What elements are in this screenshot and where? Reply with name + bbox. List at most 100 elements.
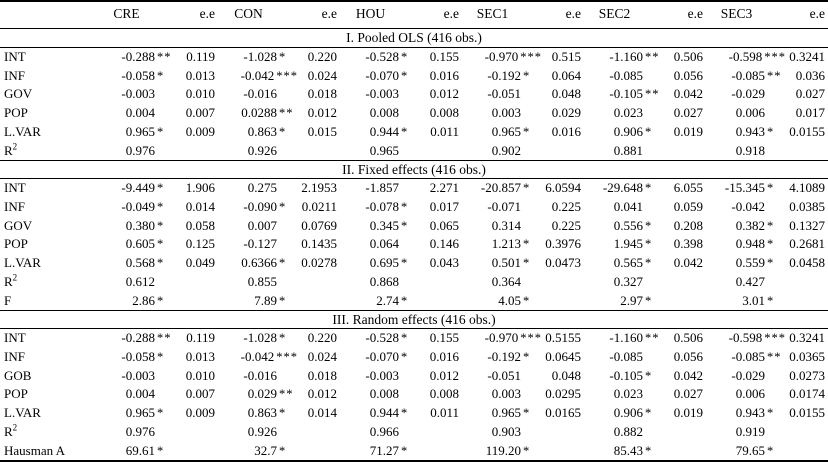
significance-stars: * [279, 443, 287, 458]
column-header-ee: e.e [321, 6, 337, 21]
significance-stars [277, 179, 298, 198]
significance-stars [643, 423, 664, 442]
table-row: GOB -0.003 0.010 -0.016 0.018 -0.003 0.012 -0.0… [0, 367, 828, 386]
standard-error-cell: 0.024 [307, 348, 337, 364]
significance-stars: * [767, 443, 775, 458]
coefficient-value: -0.029 [731, 367, 765, 383]
coefficient-cell: 69.61 * [96, 442, 176, 461]
standard-error-cell: 0.2681 [789, 236, 825, 252]
coefficient-value: -1.160 [609, 330, 643, 345]
coefficient-cell: 0.6366 * [218, 254, 298, 273]
coefficient-cell: 0.926 [218, 423, 298, 442]
significance-stars [765, 198, 786, 217]
significance-stars [521, 385, 542, 404]
coefficient-value: -0.288 [121, 330, 155, 345]
standard-error-cell: 0.0295 [545, 386, 581, 402]
coefficient-value: 0.041 [613, 198, 643, 214]
significance-stars: * [279, 331, 287, 345]
coefficient-value: 0.0288 [241, 105, 277, 120]
coefficient-cell: -0.288 ** [96, 329, 176, 348]
coefficient-cell: 0.345 * [340, 217, 420, 236]
standard-error-cell: 0.1327 [789, 217, 825, 233]
coefficient-value: -1.160 [609, 48, 643, 64]
significance-stars: * [401, 199, 409, 214]
coefficient-cell: -0.042 *** [218, 348, 298, 367]
standard-error-cell [176, 273, 218, 292]
coefficient-cell: 0.882 [584, 423, 664, 442]
row-label: R2 [4, 141, 18, 158]
standard-error-cell [664, 273, 706, 292]
table-row: INF -0.049 * 0.014 -0.090 * 0.0211 -0.078 * 0.017… [0, 198, 828, 217]
coefficient-cell: 119.20 * [462, 442, 542, 461]
coefficient-value: 0.029 [247, 386, 277, 402]
coefficient-value: 0.918 [735, 142, 765, 158]
coefficient-cell: -0.085 [584, 67, 664, 86]
coefficient-cell: -0.528 * [340, 48, 420, 67]
column-header-hou: HOU [355, 6, 386, 21]
coefficient-value: -1.857 [365, 180, 399, 195]
significance-stars: * [645, 218, 653, 233]
significance-stars [521, 198, 542, 217]
coefficient-cell: 0.029 ** [218, 385, 298, 404]
significance-stars [765, 367, 786, 386]
significance-stars: * [645, 256, 653, 270]
significance-stars [399, 179, 420, 198]
coefficient-value: -29.648 [602, 180, 643, 195]
coefficient-value: -0.085 [609, 67, 643, 83]
coefficient-value: -0.288 [121, 48, 155, 64]
coefficient-cell: -0.016 [218, 367, 298, 386]
standard-error-cell: 0.0365 [789, 348, 825, 364]
significance-stars [521, 423, 542, 442]
coefficient-value: -0.085 [731, 348, 765, 364]
standard-error-cell: 0.017 [429, 198, 459, 214]
standard-error-cell: 0.506 [673, 330, 703, 345]
table-row: L.VAR 0.965 * 0.009 0.863 * 0.015 0.944 * 0.011 0.… [0, 123, 828, 142]
coefficient-cell: 0.327 [584, 273, 664, 292]
coefficient-value: 85.43 [613, 442, 643, 458]
standard-error-cell [176, 292, 218, 311]
significance-stars [643, 273, 664, 292]
coefficient-cell: -0.051 [462, 367, 542, 386]
significance-stars [643, 104, 664, 123]
standard-error-cell [786, 423, 828, 442]
significance-stars [399, 85, 420, 104]
coefficient-value: 2.86 [132, 292, 155, 308]
coefficient-cell: -0.003 [340, 85, 420, 104]
coefficient-cell: 0.881 [584, 142, 664, 161]
significance-stars: * [401, 293, 409, 308]
coefficient-value: 0.004 [125, 105, 155, 120]
coefficient-value: 0.965 [491, 123, 521, 139]
significance-stars: * [157, 68, 165, 83]
coefficient-cell: 0.976 [96, 142, 176, 161]
standard-error-cell: 6.0594 [545, 180, 581, 195]
coefficient-value: 0.006 [735, 105, 765, 120]
standard-error-cell: 0.119 [186, 48, 215, 64]
significance-stars: *** [520, 49, 542, 64]
row-label: INF [4, 198, 25, 214]
coefficient-value: 0.906 [613, 123, 643, 139]
standard-error-cell: 0.3976 [545, 236, 581, 252]
significance-stars: * [523, 68, 531, 83]
significance-stars [765, 385, 786, 404]
coefficient-cell: -0.105 * [584, 367, 664, 386]
table-row: POP 0.004 0.007 0.029 ** 0.012 0.008 0.008 0.003… [0, 385, 828, 404]
coefficient-value: 71.27 [369, 442, 399, 458]
standard-error-cell: 0.011 [430, 405, 459, 420]
significance-stars [521, 104, 542, 123]
coefficient-value: 79.65 [735, 442, 765, 458]
significance-stars [277, 235, 298, 254]
coefficient-value: 0.863 [247, 405, 277, 420]
significance-stars: * [279, 124, 287, 139]
significance-stars: * [767, 256, 775, 270]
significance-stars: * [157, 293, 165, 308]
column-header-sec1: SEC1 [476, 6, 509, 21]
coefficient-cell: -0.042 *** [218, 67, 298, 86]
standard-error-cell [786, 292, 828, 311]
column-header-cre: CRE [113, 6, 140, 21]
significance-stars: * [645, 406, 653, 420]
standard-error-cell: 0.506 [673, 48, 703, 64]
significance-stars: * [523, 349, 531, 364]
significance-stars: * [279, 293, 287, 308]
table-row: INT -0.288 ** 0.119 -1.028 * 0.220 -0.528 * 0.155… [0, 48, 828, 67]
row-label: POP [4, 236, 28, 252]
